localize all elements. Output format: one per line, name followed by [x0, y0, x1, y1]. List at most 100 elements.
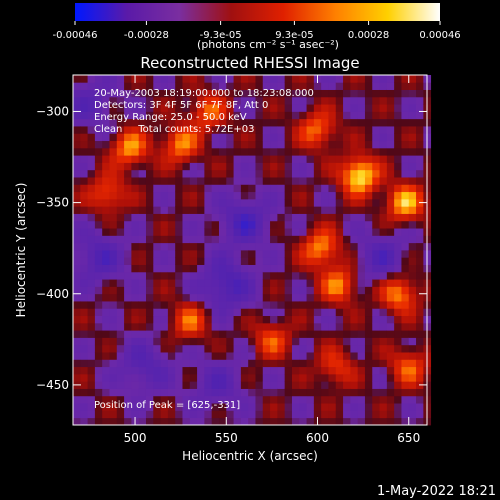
- image-pixel: [197, 257, 205, 265]
- image-pixel: [386, 264, 395, 273]
- image-pixel: [73, 169, 81, 178]
- image-pixel: [328, 264, 337, 273]
- image-pixel: [379, 162, 388, 171]
- image-pixel: [226, 169, 234, 178]
- image-pixel: [416, 133, 424, 142]
- image-pixel: [306, 308, 315, 317]
- image-pixel: [343, 271, 351, 280]
- image-pixel: [102, 155, 110, 163]
- image-pixel: [175, 373, 183, 382]
- image-pixel: [131, 213, 140, 222]
- image-pixel: [218, 118, 227, 127]
- image-pixel: [109, 373, 118, 382]
- image-pixel: [211, 286, 220, 295]
- image-pixel: [343, 147, 351, 156]
- image-pixel: [372, 198, 380, 207]
- image-pixel: [167, 395, 176, 404]
- image-pixel: [218, 271, 227, 280]
- image-pixel: [138, 271, 147, 280]
- image-pixel: [270, 126, 278, 134]
- image-pixel: [313, 89, 322, 98]
- image-pixel: [197, 140, 205, 149]
- image-pixel: [124, 417, 132, 426]
- image-pixel: [343, 359, 351, 368]
- image-pixel: [364, 220, 373, 229]
- image-pixel: [138, 206, 147, 214]
- image-pixel: [131, 242, 140, 251]
- image-pixel: [394, 250, 402, 258]
- image-pixel: [124, 96, 132, 105]
- image-pixel: [153, 257, 161, 265]
- image-pixel: [299, 264, 307, 273]
- image-pixel: [233, 235, 242, 244]
- image-pixel: [167, 308, 176, 317]
- image-pixel: [233, 308, 242, 317]
- image-pixel: [240, 206, 249, 214]
- image-pixel: [197, 315, 205, 324]
- image-pixel: [153, 242, 161, 251]
- image-pixel: [153, 359, 161, 368]
- image-pixel: [277, 352, 286, 360]
- image-pixel: [291, 308, 300, 317]
- y-tick-label: −350: [36, 196, 69, 210]
- image-pixel: [94, 206, 103, 214]
- image-pixel: [321, 257, 329, 265]
- image-pixel: [73, 155, 81, 163]
- image-pixel: [394, 104, 402, 112]
- image-pixel: [160, 82, 169, 90]
- image-pixel: [182, 184, 191, 193]
- image-pixel: [240, 250, 249, 258]
- image-pixel: [364, 133, 373, 142]
- image-pixel: [124, 388, 132, 397]
- image-pixel: [335, 359, 344, 368]
- image-pixel: [138, 191, 147, 200]
- image-pixel: [102, 373, 110, 382]
- image-pixel: [262, 330, 271, 338]
- image-pixel: [73, 322, 81, 331]
- image-pixel: [401, 235, 410, 244]
- image-pixel: [291, 169, 300, 178]
- image-pixel: [335, 118, 344, 127]
- image-pixel: [255, 96, 264, 105]
- colorbar-tick-label: 9.3e-05: [275, 30, 313, 41]
- image-pixel: [321, 410, 329, 419]
- image-pixel: [240, 337, 249, 346]
- image-pixel: [321, 147, 329, 156]
- image-pixel: [270, 111, 278, 120]
- image-pixel: [153, 235, 161, 244]
- image-pixel: [182, 235, 191, 244]
- image-pixel: [328, 410, 337, 419]
- image-pixel: [167, 271, 176, 280]
- image-pixel: [401, 169, 410, 178]
- image-pixel: [240, 104, 249, 112]
- image-pixel: [379, 315, 388, 324]
- image-pixel: [226, 337, 234, 346]
- image-pixel: [211, 111, 220, 120]
- image-pixel: [313, 410, 322, 419]
- image-pixel: [109, 96, 118, 105]
- image-pixel: [145, 96, 154, 105]
- image-pixel: [73, 162, 81, 171]
- image-pixel: [328, 126, 337, 134]
- image-pixel: [182, 366, 191, 375]
- image-pixel: [313, 271, 322, 280]
- image-pixel: [306, 410, 315, 419]
- image-pixel: [321, 104, 329, 112]
- image-pixel: [321, 89, 329, 98]
- image-pixel: [277, 235, 286, 244]
- image-pixel: [94, 366, 103, 375]
- image-pixel: [138, 410, 147, 419]
- image-pixel: [299, 104, 307, 112]
- image-pixel: [262, 133, 271, 142]
- image-pixel: [335, 162, 344, 171]
- image-pixel: [189, 228, 198, 236]
- image-pixel: [248, 184, 256, 193]
- image-pixel: [124, 293, 132, 302]
- image-pixel: [167, 104, 176, 112]
- image-pixel: [408, 82, 417, 90]
- image-pixel: [357, 140, 366, 149]
- image-pixel: [226, 184, 234, 193]
- image-pixel: [94, 301, 103, 309]
- image-pixel: [350, 118, 359, 127]
- image-pixel: [364, 184, 373, 193]
